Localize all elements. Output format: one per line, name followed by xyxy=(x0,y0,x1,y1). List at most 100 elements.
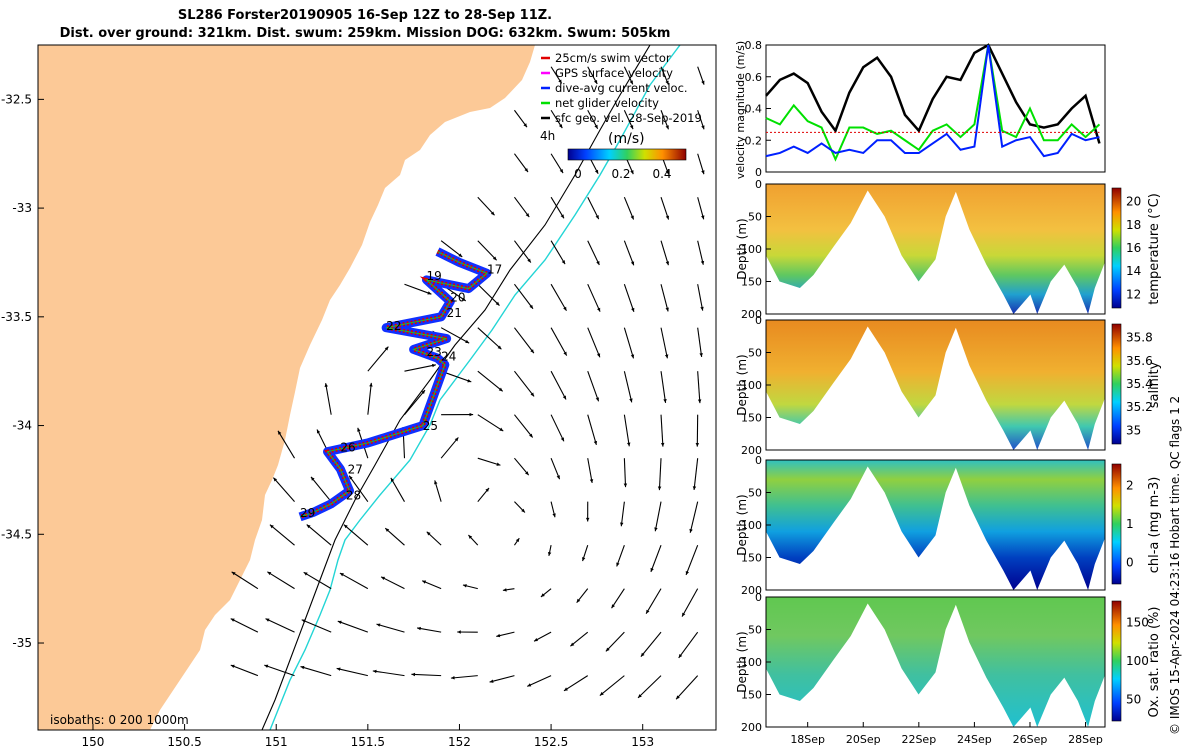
day-label: 25 xyxy=(423,419,438,433)
velocity-arrow xyxy=(300,665,332,677)
velocity-arrow xyxy=(697,240,705,265)
day-label: 23 xyxy=(426,345,441,359)
velocity-arrow xyxy=(513,196,530,218)
velocity-arrow xyxy=(514,414,534,438)
depth-tick-label: 50 xyxy=(748,624,762,637)
velocity-arrow xyxy=(376,623,405,633)
velocity-arrow xyxy=(513,537,520,546)
velocity-arrow xyxy=(550,414,565,442)
velocity-arrow xyxy=(550,501,556,518)
colorbar-tick-label: 35.4 xyxy=(1126,377,1153,391)
velocity-arrow xyxy=(533,631,552,642)
velocity-arrow xyxy=(411,672,442,677)
velocity-arrow xyxy=(477,240,498,261)
depth-tick-label: 100 xyxy=(741,243,762,256)
velocity-arrow xyxy=(623,197,635,220)
velocity-arrow xyxy=(513,283,534,310)
day-label: 28 xyxy=(346,488,361,502)
velocity-arrow xyxy=(611,588,625,609)
velocity-arrow xyxy=(697,110,705,130)
velocity-arrow xyxy=(678,631,699,659)
velocity-arrow xyxy=(269,524,295,546)
chart-title-line2: Dist. over ground: 321km. Dist. swum: 25… xyxy=(59,26,671,41)
map-lon-label: 153 xyxy=(631,735,654,749)
legend-label: dive-avg current veloc. xyxy=(555,81,688,95)
depth-tick-label: 100 xyxy=(741,656,762,669)
map-lat-label: -35 xyxy=(12,636,32,650)
colorbar-tick-label: 50 xyxy=(1126,693,1141,707)
depth-axis-label: Depth (m) xyxy=(735,354,749,415)
velocity-arrow xyxy=(657,458,662,491)
velocity-arrow xyxy=(587,196,600,220)
velocity-arrow xyxy=(623,66,634,85)
velocity-arrow xyxy=(654,501,662,532)
velocity-arrow xyxy=(563,675,589,692)
depth-tick-label: 0 xyxy=(755,178,762,191)
depth-tick-label: 50 xyxy=(748,347,762,360)
velocity-arrow xyxy=(336,667,368,677)
velocity-y-label: 0.8 xyxy=(745,39,763,52)
velocity-arrow xyxy=(587,283,601,312)
section-panel: 0 50 100 150 200 Depth (m) 12 14 16 18 20 temperatu… xyxy=(735,178,1162,321)
colorbar-tick-label: 35.6 xyxy=(1126,354,1153,368)
velocity-arrow xyxy=(660,414,665,447)
colorbar-tick-label: 18 xyxy=(1126,218,1141,232)
map-lon-label: 151 xyxy=(265,735,288,749)
date-tick-label: 20Sep xyxy=(846,733,881,746)
velocity-arrow xyxy=(230,664,259,677)
velocity-arrow xyxy=(440,437,459,459)
depth-axis-label: Depth (m) xyxy=(735,218,749,279)
date-tick-label: 28Sep xyxy=(1068,733,1103,746)
copyright-stamp: © IMOS 15-Apr-2024 04:23:16 Hobart time.… xyxy=(1168,395,1182,735)
legend-label: 25cm/s swim vector xyxy=(555,51,671,65)
section-variable-label: Ox. sat. ratio (%) xyxy=(1147,607,1162,718)
colorbar-tick-label: 100 xyxy=(1126,654,1149,668)
velocity-arrow xyxy=(623,284,635,313)
colorbar-tick-label: 14 xyxy=(1126,264,1141,278)
velocity-arrow xyxy=(697,153,705,175)
velocity-arrow xyxy=(576,588,589,603)
depth-tick-label: 150 xyxy=(741,689,762,702)
velocity-arrow xyxy=(660,66,669,85)
velocity-arrow xyxy=(324,383,332,415)
velocity-arrow xyxy=(513,327,535,354)
velocity-arrow xyxy=(384,527,405,546)
velocity-arrow xyxy=(417,626,442,633)
velocity-arrow xyxy=(277,430,296,459)
colorbar-tick-label: 150 xyxy=(1126,615,1149,629)
velocity-arrow xyxy=(640,631,662,657)
velocity-arrow xyxy=(623,458,628,488)
day-label: 20 xyxy=(450,291,465,305)
depth-tick-label: 150 xyxy=(741,412,762,425)
colorbar-tick: 0 xyxy=(574,167,582,181)
section-variable-label: temperature (°C) xyxy=(1147,193,1162,305)
depth-tick-label: 150 xyxy=(741,276,762,289)
depth-tick-label: 0 xyxy=(755,591,762,604)
velocity-arrow xyxy=(513,370,535,397)
section-panel: 0 50 100 150 200 Depth (m) 35 35.2 35.4 35.6 35.8 s… xyxy=(735,314,1162,457)
map-frame xyxy=(37,44,717,731)
velocity-series-line xyxy=(765,44,1101,162)
velocity-arrow xyxy=(550,109,563,129)
velocity-arrow xyxy=(477,414,504,432)
velocity-arrow xyxy=(587,371,600,402)
velocity-arrow xyxy=(468,534,479,546)
depth-axis-label: Depth (m) xyxy=(735,631,749,692)
velocity-arrow xyxy=(550,370,567,400)
velocity-arrow xyxy=(620,501,625,527)
velocity-arrow xyxy=(697,66,705,85)
velocity-arrow xyxy=(660,197,670,220)
section-colorbar xyxy=(1111,463,1122,585)
velocity-arrow xyxy=(310,476,332,503)
map-axis-ticks: 150 150.5 151 151.5 152 152.5 153 -32.5 -33 -33.5… xyxy=(1,92,654,749)
velocity-arrow xyxy=(421,580,442,590)
section-panel: 0 50 100 150 200 Depth (m) 0 1 2 chl-a (mg m-3) xyxy=(735,454,1162,597)
date-axis: 18Sep 20Sep 22Sep 24Sep 26Sep 28Sep xyxy=(790,722,1103,746)
map-lon-label: 152.5 xyxy=(534,735,568,749)
velocity-arrow xyxy=(585,501,590,522)
